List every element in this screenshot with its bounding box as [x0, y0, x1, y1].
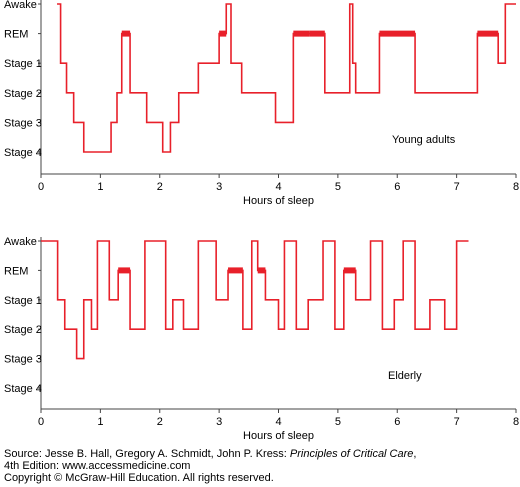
y-tick-label: Stage 1	[4, 58, 42, 70]
y-tick-label: Stage 4	[4, 383, 42, 395]
x-tick-label: 4	[275, 416, 281, 428]
x-tick-label: 3	[216, 416, 222, 428]
x-tick-label: 8	[513, 416, 519, 428]
y-tick-label: Stage 4	[4, 147, 42, 159]
y-tick-label: Stage 3	[4, 117, 42, 129]
x-tick-label: 3	[216, 181, 222, 193]
y-tick-label: Awake	[4, 0, 37, 11]
chart-young-adults: Awake REM Stage 1 Stage 2 Stage 3 Stage 4 0 1 2 3…	[4, 0, 519, 207]
y-tick-label: REM	[4, 29, 28, 41]
x-tick-label: 1	[97, 416, 103, 428]
y-tick-label: Awake	[4, 236, 37, 248]
panel-annotation: Elderly	[388, 370, 422, 382]
book-title: Principles of Critical Care	[289, 448, 414, 460]
x-tick-label: 2	[157, 416, 163, 428]
sleep-stage-trace-elderly	[41, 240, 469, 360]
y-tick-label: REM	[4, 265, 28, 277]
x-tick-label: 7	[454, 181, 460, 193]
x-tick-label: 5	[335, 181, 341, 193]
x-axis-title: Hours of sleep	[243, 430, 314, 442]
panel-annotation: Young adults	[392, 134, 456, 146]
y-tick-label: Stage 2	[4, 88, 42, 100]
x-tick-label: 7	[454, 416, 460, 428]
x-tick-label: 1	[97, 181, 103, 193]
x-tick-label: 8	[513, 181, 519, 193]
x-tick-label: 4	[275, 181, 281, 193]
source-credit: Source: Jesse B. Hall, Gregory A. Schmid…	[4, 448, 516, 484]
x-tick-label: 0	[38, 181, 44, 193]
source-line-3: Copyright © McGraw-Hill Education. All r…	[4, 472, 274, 484]
x-tick-label: 6	[394, 416, 400, 428]
y-tick-label: Stage 2	[4, 324, 42, 336]
x-axis-title: Hours of sleep	[243, 195, 314, 207]
x-tick-label: 6	[394, 181, 400, 193]
x-tick-label: 2	[157, 181, 163, 193]
chart-elderly: Awake REM Stage 1 Stage 2 Stage 3 Stage 4 0 1 2 3…	[4, 236, 519, 442]
y-tick-label: Stage 3	[4, 354, 42, 366]
y-tick-label: Stage 1	[4, 295, 42, 307]
source-line-1: Source: Jesse B. Hall, Gregory A. Schmid…	[4, 448, 417, 460]
source-line-2: 4th Edition: www.accessmedicine.com	[4, 460, 191, 472]
sleep-stage-trace-young	[57, 3, 516, 153]
x-tick-label: 5	[335, 416, 341, 428]
x-tick-label: 0	[38, 416, 44, 428]
